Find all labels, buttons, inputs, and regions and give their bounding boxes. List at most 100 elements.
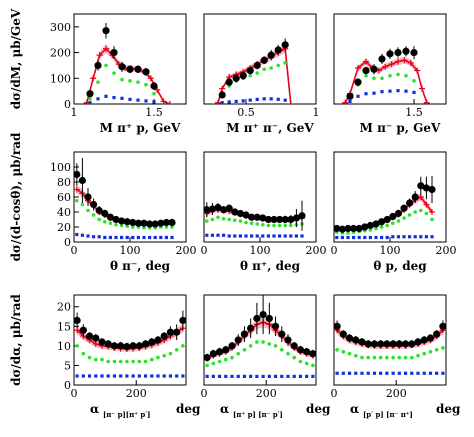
plot-area [74, 158, 176, 240]
green-point [164, 225, 169, 229]
data-point [220, 206, 228, 214]
data-point [204, 206, 211, 214]
green-point [119, 223, 124, 228]
data-point [84, 193, 92, 201]
blue-point [255, 234, 259, 238]
blue-point [205, 374, 209, 378]
blue-point [298, 374, 303, 378]
blue-point [236, 374, 240, 378]
blue-point [278, 234, 282, 238]
data-point [296, 346, 305, 354]
x-tick-label: 0 [71, 244, 78, 257]
fit-band [218, 44, 291, 104]
blue-point [96, 97, 100, 101]
blue-point [266, 234, 270, 238]
data-point [358, 338, 366, 346]
green-point [255, 71, 259, 75]
data-point [166, 328, 175, 336]
green-point [403, 355, 408, 360]
data-point [259, 310, 267, 319]
data-point [231, 208, 239, 216]
data-point [204, 354, 211, 362]
data-point [208, 205, 216, 213]
blue-point [357, 235, 361, 240]
plot-area [215, 38, 294, 104]
blue-point [210, 233, 214, 237]
blue-point [404, 89, 408, 93]
x-tick-label: 1 [71, 106, 78, 119]
blue-point [419, 235, 423, 239]
blue-point [152, 100, 156, 104]
blue-point [255, 374, 259, 378]
data-point [236, 209, 244, 218]
data-point [246, 66, 254, 75]
blue-point [403, 371, 408, 375]
green-point [311, 363, 315, 368]
blue-point [150, 374, 154, 378]
blue-point [346, 235, 350, 240]
x-axis-label: α [350, 402, 359, 416]
blue-point [289, 234, 293, 238]
y-tick-label: 100 [50, 161, 71, 174]
blue-point [220, 101, 224, 104]
x-tick-label: 1.5 [145, 106, 163, 119]
data-point [355, 224, 363, 233]
data-point [126, 65, 134, 73]
data-point [361, 223, 369, 231]
fit-point [363, 58, 369, 65]
data-point [134, 65, 142, 73]
x-tick-label: 0 [331, 387, 338, 400]
green-point [210, 217, 215, 222]
green-point [112, 71, 116, 75]
data-point [253, 213, 261, 221]
green-point [221, 216, 226, 221]
blue-point [283, 98, 287, 102]
green-point [205, 363, 209, 368]
green-point [156, 355, 160, 360]
data-point [414, 338, 422, 346]
data-point [411, 193, 419, 201]
panel-3: 1.5 M π⁻ p, GeV [333, 13, 447, 135]
data-point [118, 217, 126, 225]
green-point [434, 347, 439, 352]
green-point [261, 340, 265, 344]
green-point [404, 73, 408, 78]
blue-point [142, 235, 146, 240]
green-point [283, 61, 288, 65]
blue-point [114, 235, 118, 240]
blue-point [119, 374, 123, 378]
x-tick-label: 200 [306, 244, 327, 257]
blue-point [292, 374, 296, 378]
fit-point [96, 52, 103, 59]
blue-point [88, 101, 92, 104]
blue-point [153, 235, 157, 240]
blue-point [143, 374, 148, 378]
blue-point [249, 374, 253, 378]
data-point [370, 65, 378, 73]
data-point [218, 91, 226, 99]
green-point [407, 213, 412, 217]
plot-area [334, 320, 446, 375]
y-tick-label: 10 [57, 340, 71, 353]
green-point [128, 79, 132, 83]
data-point [362, 66, 370, 75]
data-point [104, 340, 112, 348]
green-point [142, 225, 146, 230]
y-tick-label: 0 [64, 379, 71, 392]
green-point [266, 223, 271, 228]
green-point [304, 361, 309, 366]
data-point [247, 324, 255, 332]
y-tick-label: 15 [57, 320, 71, 333]
y-tick-label: 0 [64, 236, 71, 249]
panel-9: 0 200 α [p′ p] [π⁻ π⁺] deg [331, 294, 461, 419]
data-point [290, 342, 298, 350]
blue-point [428, 371, 433, 375]
blue-point [347, 371, 352, 375]
data-point [179, 316, 186, 325]
blue-point [360, 371, 364, 375]
blue-point [75, 232, 79, 237]
data-point [400, 204, 408, 212]
blue-point [272, 234, 276, 238]
